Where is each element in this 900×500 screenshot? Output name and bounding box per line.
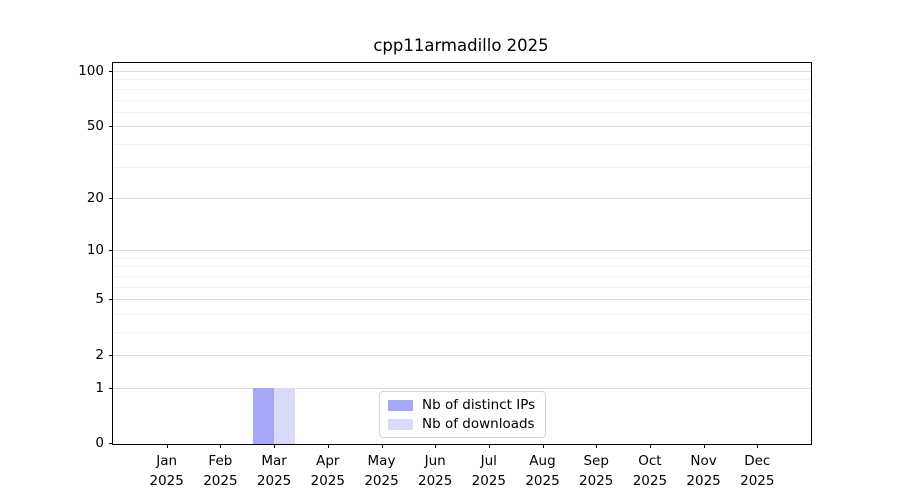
x-tick-mark bbox=[703, 444, 705, 448]
major-gridline bbox=[113, 388, 811, 389]
legend-label-downloads: Nb of downloads bbox=[422, 416, 535, 432]
legend-swatch-downloads bbox=[388, 418, 413, 430]
x-tick-label: Sep 2025 bbox=[579, 453, 614, 490]
y-tick-label: 50 bbox=[86, 118, 104, 135]
x-tick-mark bbox=[435, 444, 437, 448]
x-tick-mark bbox=[220, 444, 222, 448]
major-gridline bbox=[113, 197, 811, 199]
minor-gridline bbox=[113, 257, 811, 259]
x-tick-mark bbox=[596, 444, 598, 448]
x-tick-mark bbox=[757, 444, 759, 448]
y-tick-label: 20 bbox=[86, 189, 104, 206]
minor-gridline bbox=[113, 332, 811, 333]
minor-gridline bbox=[113, 275, 811, 277]
legend-swatch-distinct-ips bbox=[388, 399, 413, 411]
minor-gridline bbox=[113, 88, 811, 90]
y-tick-mark bbox=[109, 250, 113, 252]
major-gridline bbox=[113, 71, 811, 72]
legend-label-distinct-ips: Nb of distinct IPs bbox=[422, 397, 536, 413]
y-tick-label: 5 bbox=[95, 291, 104, 308]
x-tick-mark bbox=[381, 444, 383, 448]
y-tick-mark bbox=[109, 299, 113, 301]
y-tick-label: 2 bbox=[95, 347, 104, 364]
y-tick-label: 0 bbox=[95, 435, 104, 451]
x-tick-label: Aug 2025 bbox=[525, 453, 560, 490]
minor-gridline bbox=[113, 99, 811, 101]
x-tick-label: May 2025 bbox=[364, 453, 399, 490]
x-tick-mark bbox=[166, 444, 168, 448]
x-tick-mark bbox=[274, 444, 276, 448]
chart-title: cpp11armadillo 2025 bbox=[373, 36, 549, 55]
x-tick-label: Dec 2025 bbox=[740, 453, 775, 490]
minor-gridline bbox=[113, 166, 811, 168]
minor-gridline bbox=[113, 111, 811, 113]
major-gridline bbox=[113, 355, 811, 357]
minor-gridline bbox=[113, 313, 811, 315]
x-tick-mark bbox=[649, 444, 651, 448]
minor-gridline bbox=[113, 143, 811, 145]
x-tick-label: Jun 2025 bbox=[418, 453, 453, 490]
bar-nb-of-distinct-ips bbox=[253, 388, 275, 444]
x-tick-mark bbox=[542, 444, 544, 448]
x-tick-label: Nov 2025 bbox=[686, 453, 721, 490]
major-gridline bbox=[113, 299, 811, 301]
y-tick-mark bbox=[109, 197, 113, 199]
x-tick-label: Jan 2025 bbox=[149, 453, 184, 490]
x-tick-label: Apr 2025 bbox=[310, 453, 345, 490]
x-tick-mark bbox=[488, 444, 490, 448]
x-tick-label: Mar 2025 bbox=[256, 453, 292, 490]
plot-area: Nb of distinct IPs Nb of downloads 0 1 2 5 1… bbox=[78, 62, 812, 489]
y-tick-label: 1 bbox=[95, 380, 104, 396]
y-tick-mark bbox=[109, 71, 113, 72]
y-tick-mark bbox=[109, 126, 113, 128]
legend-item-distinct-ips: Nb of distinct IPs bbox=[388, 397, 535, 413]
legend-item-downloads: Nb of downloads bbox=[388, 416, 535, 432]
x-tick-mark bbox=[327, 444, 329, 448]
x-tick-label: Jul 2025 bbox=[471, 453, 506, 490]
y-tick-mark bbox=[109, 388, 113, 389]
minor-gridline bbox=[113, 286, 811, 288]
major-gridline bbox=[113, 126, 811, 128]
minor-gridline bbox=[113, 266, 811, 268]
y-tick-mark bbox=[109, 443, 113, 444]
x-tick-label: Feb 2025 bbox=[203, 453, 238, 490]
y-tick-mark bbox=[109, 355, 113, 357]
y-tick-label: 10 bbox=[86, 242, 104, 259]
legend: Nb of distinct IPs Nb of downloads bbox=[379, 391, 547, 438]
x-tick-label: Oct 2025 bbox=[632, 453, 668, 490]
y-tick-label: 100 bbox=[78, 63, 104, 79]
minor-gridline bbox=[113, 79, 811, 81]
major-gridline bbox=[113, 250, 811, 252]
bar-nb-of-downloads bbox=[274, 388, 296, 444]
